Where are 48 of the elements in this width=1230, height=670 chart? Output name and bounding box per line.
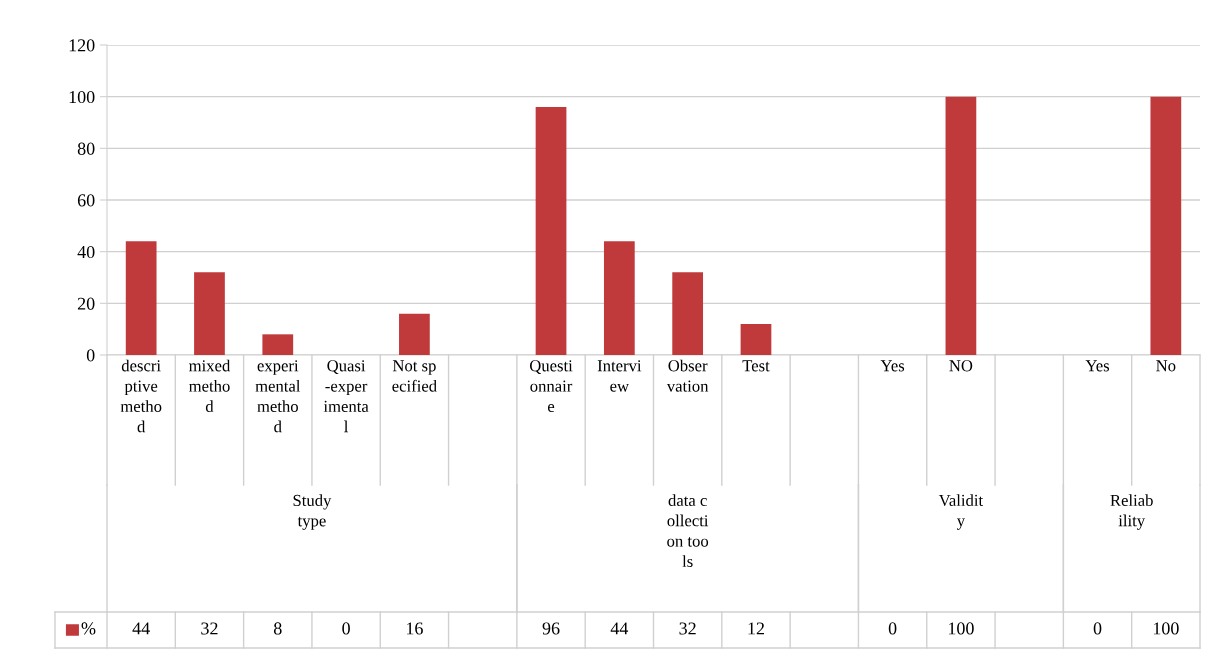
- data-label: 44: [132, 622, 150, 635]
- data-label: 12: [748, 622, 764, 635]
- text: data c ollecti on too ls: [667, 494, 709, 567]
- data-label: 8: [273, 622, 282, 635]
- bar: [672, 272, 704, 355]
- x-tick-label: No: [1156, 360, 1176, 372]
- data-label: 0: [342, 622, 350, 635]
- x-tick-label: Test: [742, 360, 770, 372]
- x-tick-label: experi mental metho d: [255, 360, 301, 433]
- x-tick-label: Questi onnair e: [529, 360, 573, 413]
- x-tick-label: Yes: [1085, 360, 1110, 372]
- x-tick-label: NO: [949, 360, 973, 372]
- text: Study type: [293, 494, 332, 530]
- bar: [603, 241, 635, 355]
- y-tick-label: 0: [86, 349, 95, 362]
- data-label: 0: [888, 622, 897, 635]
- bar: [194, 272, 225, 355]
- x-tick-label: Obser vation: [666, 359, 709, 392]
- legend-label: %: [81, 622, 96, 635]
- data-label: 100: [1153, 622, 1179, 635]
- bar: [399, 313, 430, 355]
- bar: [535, 107, 567, 355]
- data-label: 44: [610, 622, 629, 635]
- data-label: 100: [948, 622, 974, 635]
- text: Validit y: [938, 494, 984, 530]
- bar: [740, 324, 772, 355]
- x-tick-label: Yes: [880, 360, 905, 372]
- x-tick-label: descri ptive metho d: [120, 359, 162, 433]
- bar: [1150, 96, 1182, 355]
- x-tick-label: Not sp ecified: [392, 360, 437, 392]
- bar: [945, 96, 977, 355]
- x-tick-label: mixed metho d: [188, 359, 231, 413]
- data-label: 32: [679, 622, 696, 635]
- y-tick-label: 20: [77, 297, 95, 310]
- data-label: 0: [1093, 622, 1102, 635]
- bar: [262, 334, 294, 355]
- text: Reliab ility: [1110, 494, 1153, 530]
- data-label: 96: [542, 622, 560, 635]
- data-label: 16: [406, 622, 423, 635]
- y-tick-label: 100: [69, 90, 95, 104]
- y-tick-label: 80: [77, 142, 95, 155]
- data-label: 32: [201, 622, 218, 635]
- bar: [125, 241, 157, 355]
- y-tick-label: 40: [77, 245, 95, 259]
- y-tick-label: 120: [69, 39, 95, 52]
- x-tick-label: Quasi -exper imenta l: [323, 360, 369, 433]
- y-tick-label: 60: [77, 194, 95, 207]
- x-tick-label: Intervi ew: [597, 360, 642, 392]
